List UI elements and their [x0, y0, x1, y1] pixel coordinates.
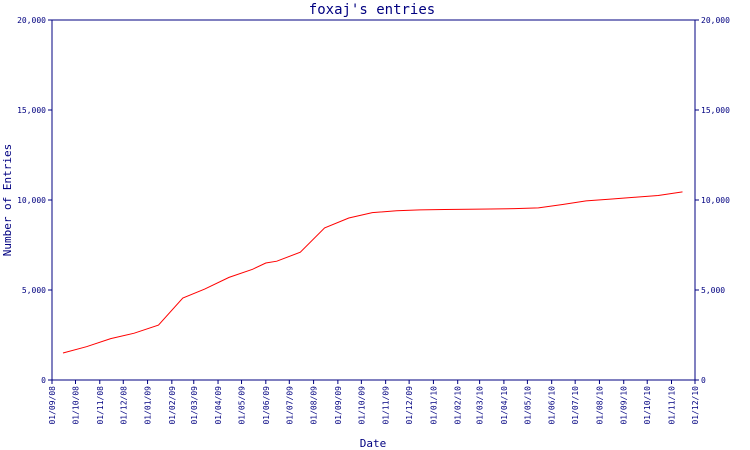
x-tick-label: 01/04/10: [500, 386, 509, 425]
x-tick-label: 01/10/09: [357, 386, 366, 425]
y-axis-right: 0 5,000 10,000 15,000 20,000: [695, 16, 730, 385]
x-tick-label: 01/10/10: [643, 386, 652, 425]
x-tick-label: 01/05/10: [523, 386, 532, 425]
x-tick-label: 01/01/09: [144, 386, 153, 425]
y-tick-label-left: 0: [41, 376, 46, 385]
x-tick-label: 01/11/08: [96, 386, 105, 425]
y-axis-label: Number of Entries: [1, 144, 14, 257]
x-tick-label: 01/01/10: [429, 386, 438, 425]
x-tick-label: 01/03/09: [190, 386, 199, 425]
x-tick-label: 01/12/09: [405, 386, 414, 425]
series-line: [62, 191, 683, 354]
x-tick-label: 01/03/10: [476, 386, 485, 425]
x-tick-label: 01/12/08: [119, 386, 128, 425]
x-tick-label: 01/04/09: [214, 386, 223, 425]
x-axis: 01/09/08 01/10/08 01/11/08 01/12/08 01/01/09…: [48, 380, 700, 425]
x-tick-label: 01/10/08: [71, 386, 80, 425]
x-tick-label: 01/06/09: [262, 386, 271, 425]
y-tick-label-left: 20,000: [17, 16, 46, 25]
x-tick-label: 01/07/10: [571, 386, 580, 425]
x-tick-label: 01/02/10: [454, 386, 463, 425]
chart-title: foxaj's entries: [309, 2, 435, 18]
x-tick-label: 01/09/08: [48, 386, 57, 425]
x-tick-label: 01/06/10: [548, 386, 557, 425]
x-tick-label: 01/08/10: [595, 386, 604, 425]
x-axis-label: Date: [360, 437, 387, 450]
y-tick-label-right: 20,000: [701, 16, 730, 25]
x-tick-label: 01/07/09: [285, 386, 294, 425]
x-tick-label: 01/11/10: [668, 386, 677, 425]
x-tick-label: 01/09/09: [334, 386, 343, 425]
y-tick-label-left: 5,000: [22, 286, 46, 295]
y-tick-label-left: 15,000: [17, 106, 46, 115]
y-axis-left: 0 5,000 10,000 15,000 20,000: [17, 16, 52, 385]
x-tick-label: 01/02/09: [168, 386, 177, 425]
x-tick-label: 01/05/09: [238, 386, 247, 425]
y-tick-label-right: 15,000: [701, 106, 730, 115]
x-tick-label: 01/11/09: [382, 386, 391, 425]
y-tick-label-right: 5,000: [701, 286, 725, 295]
y-tick-label-left: 10,000: [17, 196, 46, 205]
y-tick-label-right: 0: [701, 376, 706, 385]
x-tick-label: 01/08/09: [310, 386, 319, 425]
x-tick-label: 01/12/10: [691, 386, 700, 425]
y-tick-label-right: 10,000: [701, 196, 730, 205]
x-tick-label: 01/09/10: [620, 386, 629, 425]
